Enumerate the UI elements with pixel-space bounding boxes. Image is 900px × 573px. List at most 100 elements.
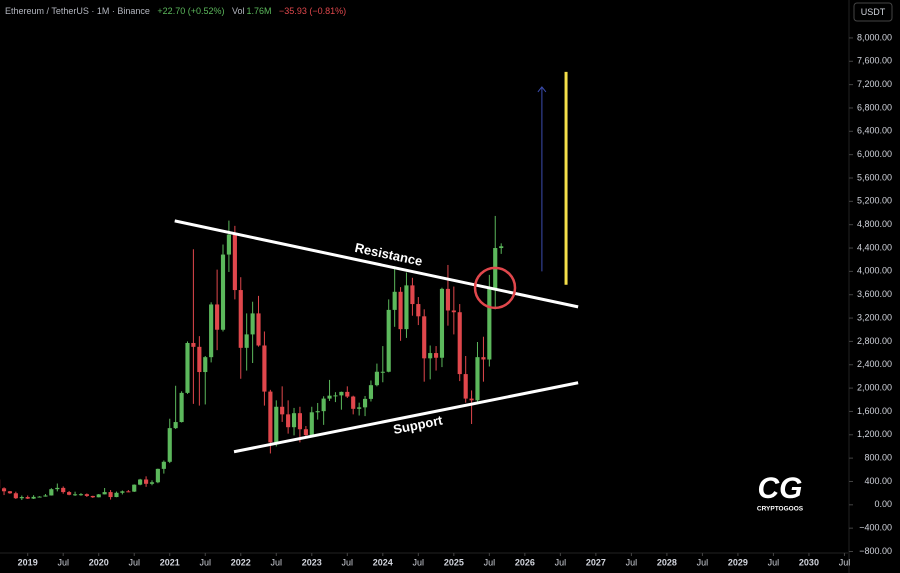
candle-body (327, 395, 332, 399)
candle-body (1, 488, 7, 492)
candle-body (173, 422, 178, 429)
candle-body (368, 385, 374, 399)
y-tick-label: 4,800.00 (857, 219, 892, 229)
candle-body (297, 413, 302, 430)
candle-body (37, 496, 42, 498)
x-tick-label: 2025 (444, 557, 464, 567)
candle-body (428, 353, 433, 359)
candle-body (43, 495, 48, 497)
x-tick-label: 2026 (515, 557, 535, 567)
candle-body (55, 487, 60, 490)
candle-body (333, 395, 338, 397)
vol-value: 1.76M (246, 6, 272, 16)
currency-label[interactable]: USDT (861, 7, 886, 17)
y-tick-label: 4,400.00 (857, 242, 892, 252)
candle-body (463, 374, 468, 399)
x-tick-label: 2024 (373, 557, 393, 567)
candle-body (179, 392, 184, 423)
candle-body (72, 494, 78, 496)
candle-body (374, 371, 379, 386)
candle-body (457, 312, 462, 375)
x-tick-label: Jul (128, 557, 140, 567)
candle-body (392, 291, 397, 310)
candle-body (90, 495, 95, 498)
trendline (233, 381, 579, 454)
candle-body (84, 494, 89, 496)
arrow-head (537, 86, 547, 93)
candle-body (262, 345, 267, 392)
candle-body (404, 285, 409, 330)
y-tick-label: 5,600.00 (857, 172, 892, 182)
y-tick-label: 6,800.00 (857, 102, 892, 112)
candle-body (481, 357, 486, 360)
candle-body (226, 234, 231, 255)
x-tick-label: 2030 (799, 557, 819, 567)
y-tick-label: −800.00 (859, 546, 892, 556)
candle-body (445, 288, 451, 311)
candle-body (244, 334, 249, 348)
candle-body (13, 493, 18, 499)
candle-body (144, 479, 149, 484)
candle-body (126, 491, 131, 493)
candle-body (78, 494, 84, 496)
candle-body (96, 494, 101, 498)
candle-body (185, 342, 190, 393)
candle-body (416, 304, 421, 317)
x-tick-label: Jul (199, 557, 211, 567)
candle-body (209, 304, 214, 358)
change: +22.70 (+0.52%) (157, 6, 225, 16)
logo-name: CRYPTOGOOS (757, 506, 804, 513)
candle-body (232, 234, 237, 291)
candle-body (108, 492, 113, 498)
candle-body (291, 413, 297, 428)
candle-body (102, 492, 107, 495)
x-tick-label: Jul (413, 557, 425, 567)
candle-body (487, 288, 492, 360)
trendline (174, 219, 579, 309)
candle-body (268, 391, 273, 443)
candle-body (362, 398, 368, 408)
candle-body (345, 391, 350, 397)
trendline-label: Resistance (353, 240, 423, 269)
logo: CG (758, 472, 803, 505)
candle-body (451, 310, 456, 313)
y-tick-label: 3,600.00 (857, 289, 892, 299)
candle-body (132, 484, 137, 492)
candle-body (315, 411, 320, 413)
currency-button[interactable] (853, 2, 893, 22)
candle-body (351, 396, 356, 409)
candle-body (7, 491, 13, 494)
y-tick-label: 1,200.00 (857, 429, 892, 439)
candle-body (138, 479, 143, 485)
candle-body (499, 246, 504, 249)
x-tick-label: 2023 (302, 557, 322, 567)
x-tick-label: 2027 (586, 557, 606, 567)
y-tick-label: 2,000.00 (857, 382, 892, 392)
y-tick-label: −400.00 (859, 523, 892, 533)
y-tick-label: 0.00 (874, 499, 892, 509)
x-tick-label: Jul (626, 557, 638, 567)
candle-body (67, 492, 72, 495)
candle-body (149, 482, 155, 484)
candle-body (49, 489, 54, 496)
candle-body (25, 497, 30, 499)
x-tick-label: Jul (484, 557, 496, 567)
x-tick-label: 2020 (89, 557, 109, 567)
candle-body (250, 313, 255, 335)
x-tick-label: 2029 (728, 557, 748, 567)
candle-body (475, 357, 480, 401)
x-tick-label: Jul (271, 557, 283, 567)
candle-body (197, 346, 202, 373)
candle-body (386, 309, 391, 372)
candle-body (274, 406, 279, 443)
x-tick-label: Jul (342, 557, 354, 567)
candle-body (410, 285, 415, 305)
change2: −35.93 (−0.81%) (279, 6, 347, 16)
candle-body (439, 288, 445, 358)
symbol: Ethereum / TetherUS · 1M · Binance (5, 6, 150, 16)
y-tick-label: 800.00 (864, 452, 892, 462)
candle-body (303, 429, 308, 436)
candle-body (280, 406, 285, 415)
candle-body (31, 496, 36, 499)
